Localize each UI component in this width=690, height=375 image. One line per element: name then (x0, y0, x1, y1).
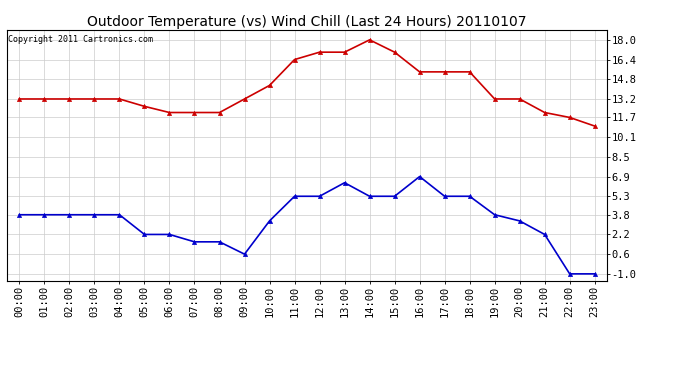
Title: Outdoor Temperature (vs) Wind Chill (Last 24 Hours) 20110107: Outdoor Temperature (vs) Wind Chill (Las… (88, 15, 526, 29)
Text: Copyright 2011 Cartronics.com: Copyright 2011 Cartronics.com (8, 35, 153, 44)
